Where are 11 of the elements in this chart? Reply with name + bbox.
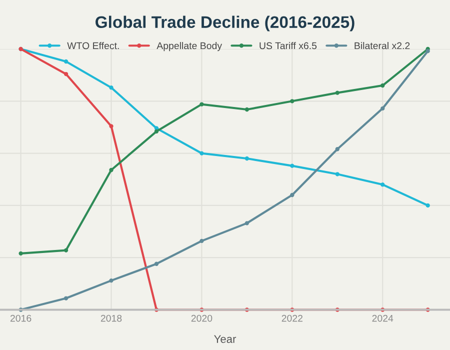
- x-tick-label: 2016: [10, 314, 32, 322]
- legend-label: Bilateral x2.2: [354, 42, 410, 50]
- legend-label: US Tariff x6.5: [260, 42, 317, 50]
- x-tick-label: 2018: [100, 314, 122, 322]
- chart-title: Global Trade Decline (2016-2025): [96, 16, 354, 32]
- x-tick-label: 2024: [372, 314, 394, 322]
- legend-label: Appellate Body: [156, 42, 222, 52]
- x-axis-title: Year: [214, 335, 236, 343]
- legend-label: WTO Effect.: [67, 42, 119, 50]
- x-tick-label: 2020: [191, 314, 212, 322]
- x-tick-label: 2022: [282, 314, 302, 322]
